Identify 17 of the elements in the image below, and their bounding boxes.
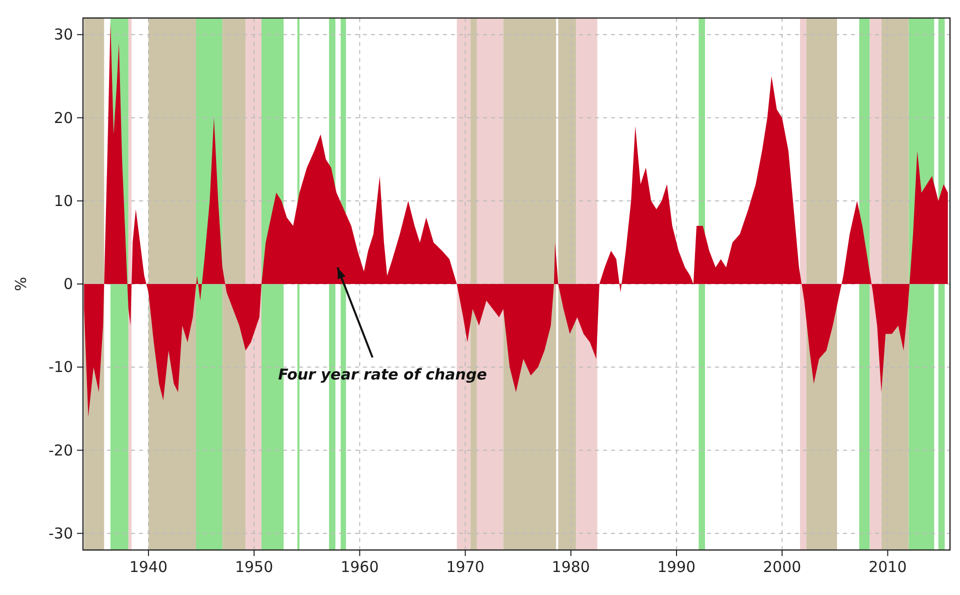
y-axis-title: % [12,276,30,292]
y-tick-label: 0 [63,275,73,293]
annotation: Four year rate of change [278,365,487,384]
x-tick-label: 1940 [129,558,168,576]
x-tick-label: 1990 [657,558,696,576]
y-tick-label: 10 [54,192,73,210]
x-tick-label: 2010 [868,558,907,576]
y-tick-label: 30 [54,26,73,44]
y-tick-label: -10 [48,358,73,376]
y-tick-label: -20 [48,441,73,460]
x-tick-label: 1950 [234,558,274,576]
x-tick-label: 1970 [446,558,484,576]
y-tick-label: -30 [48,524,73,542]
x-tick-label: 1960 [340,558,379,576]
x-tick-label: 1980 [552,558,590,576]
y-tick-label: 20 [54,108,73,127]
x-tick-label: 2000 [763,558,802,576]
